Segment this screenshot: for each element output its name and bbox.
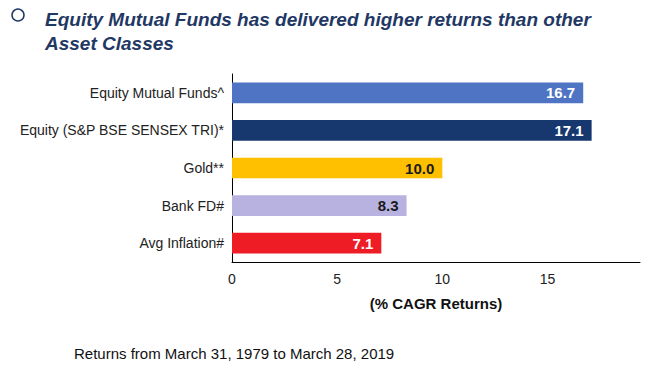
svg-text:(% CAGR Returns): (% CAGR Returns): [370, 295, 503, 312]
svg-text:Equity Mutual Funds has delive: Equity Mutual Funds has delivered higher…: [45, 9, 596, 30]
svg-text:16.7: 16.7: [546, 84, 575, 101]
svg-text:8.3: 8.3: [378, 197, 399, 214]
svg-text:Asset Classes: Asset Classes: [44, 33, 174, 54]
svg-text:5: 5: [333, 271, 341, 287]
svg-text:0: 0: [228, 271, 236, 287]
svg-text:Equity (S&P BSE SENSEX TRI)*: Equity (S&P BSE SENSEX TRI)*: [20, 122, 225, 138]
svg-text:7.1: 7.1: [352, 235, 373, 252]
svg-text:10.0: 10.0: [405, 160, 434, 177]
svg-text:Returns from March 31, 1979 to: Returns from March 31, 1979 to March 28,…: [74, 345, 394, 362]
svg-text:17.1: 17.1: [554, 122, 583, 139]
svg-text:Bank FD#: Bank FD#: [162, 198, 224, 214]
svg-text:15: 15: [540, 271, 556, 287]
svg-text:Equity Mutual Funds^: Equity Mutual Funds^: [90, 85, 225, 101]
svg-text:Avg Inflation#: Avg Inflation#: [139, 235, 224, 251]
svg-text:10: 10: [435, 271, 451, 287]
svg-text:Gold**: Gold**: [184, 160, 225, 176]
